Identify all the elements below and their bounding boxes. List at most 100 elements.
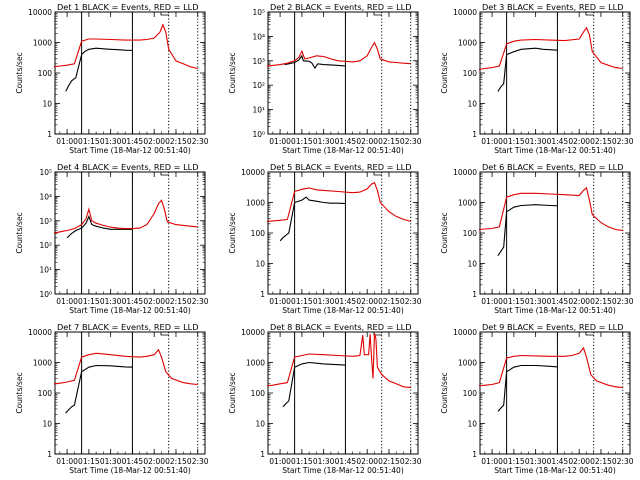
- chart-panel-1: Det 1 BLACK = Events, RED = LLD 1 10 100 100…: [15, 2, 209, 155]
- chart-panel-6: Det 6 BLACK = Events, RED = LLD 1 10 100 100…: [440, 162, 634, 315]
- y-tick-label: 10⁵: [252, 8, 265, 17]
- y-tick-label: 1000: [458, 359, 477, 368]
- chart-panel-3: Det 3 BLACK = Events, RED = LLD 1 10 100 100…: [440, 2, 634, 155]
- y-tick-label: 100: [463, 389, 478, 398]
- y-tick-label: 10000: [241, 168, 265, 177]
- y-tick-label: 10¹: [39, 266, 52, 275]
- series-line-events: [497, 364, 558, 412]
- y-tick-label: 10³: [252, 57, 265, 66]
- series-line-events: [65, 47, 133, 92]
- series-line-events: [65, 364, 133, 414]
- x-tick-label: 02:00: [356, 457, 378, 466]
- x-tick-label: 02:15: [590, 137, 612, 146]
- chart-panel-8: Det 8 BLACK = Events, RED = LLD 1 10 100 100…: [228, 322, 422, 475]
- x-tick-label: 01:15: [291, 137, 313, 146]
- x-axis-label: Start Time (18-Mar-12 00:51:40): [282, 146, 404, 155]
- y-axis-label: Counts/sec: [440, 372, 449, 413]
- x-tick-label: 02:00: [356, 137, 378, 146]
- y-tick-label: 10000: [28, 328, 52, 337]
- x-tick-label: 01:45: [122, 457, 144, 466]
- series-line-lld: [478, 346, 623, 389]
- chart-title: Det 5 BLACK = Events, RED = LLD: [270, 162, 412, 172]
- x-tick-label: 02:00: [568, 297, 590, 306]
- x-tick-label: 01:00: [481, 297, 503, 306]
- chart-title: Det 2 BLACK = Events, RED = LLD: [270, 2, 412, 12]
- x-tick-label: 01:15: [78, 137, 100, 146]
- x-tick-label: 02:30: [400, 297, 422, 306]
- y-tick-label: 10³: [39, 217, 52, 226]
- y-tick-label: 10: [255, 260, 265, 269]
- y-tick-label: 100: [463, 229, 478, 238]
- y-tick-label: 10: [467, 100, 477, 109]
- y-tick-label: 1: [260, 450, 265, 459]
- x-tick-label: 01:15: [503, 457, 525, 466]
- plot-frame: [267, 171, 419, 295]
- y-axis-label: Counts/sec: [228, 372, 237, 413]
- x-axis-label: Start Time (18-Mar-12 00:51:40): [69, 146, 191, 155]
- series-line-events: [497, 47, 558, 92]
- y-tick-label: 1: [260, 290, 265, 299]
- series-line-events: [497, 204, 558, 257]
- plot-frame: [479, 171, 631, 295]
- chart-title: Det 4 BLACK = Events, RED = LLD: [57, 162, 199, 172]
- chart-panel-7: Det 7 BLACK = Events, RED = LLD 1 10 100 100…: [15, 322, 209, 475]
- chart-title: Det 1 BLACK = Events, RED = LLD: [57, 2, 199, 12]
- x-tick-label: 01:00: [56, 137, 78, 146]
- y-tick-label: 1: [472, 450, 477, 459]
- x-tick-label: 02:30: [612, 297, 634, 306]
- y-tick-label: 100: [38, 389, 53, 398]
- x-axis-label: Start Time (18-Mar-12 00:51:40): [69, 306, 191, 315]
- x-tick-label: 01:30: [313, 137, 335, 146]
- x-axis-label: Start Time (18-Mar-12 00:51:40): [494, 306, 616, 315]
- x-tick-label: 01:30: [313, 297, 335, 306]
- series-line-lld: [53, 348, 198, 386]
- x-tick-label: 01:15: [291, 457, 313, 466]
- x-axis-label: Start Time (18-Mar-12 00:51:40): [282, 466, 404, 475]
- y-tick-label: 10²: [252, 81, 265, 90]
- y-axis-label: Counts/sec: [15, 52, 24, 93]
- x-axis-label: Start Time (18-Mar-12 00:51:40): [494, 146, 616, 155]
- y-tick-label: 1: [47, 130, 52, 139]
- x-axis-label: Start Time (18-Mar-12 00:51:40): [494, 466, 616, 475]
- x-tick-label: 01:45: [335, 457, 357, 466]
- y-tick-label: 10²: [39, 241, 52, 250]
- y-axis-label: Counts/sec: [15, 212, 24, 253]
- chart-title: Det 3 BLACK = Events, RED = LLD: [482, 2, 624, 12]
- plot-frame: [479, 11, 631, 135]
- x-tick-label: 02:00: [143, 297, 165, 306]
- y-tick-label: 1000: [33, 359, 52, 368]
- title-marker: [160, 172, 169, 176]
- title-marker: [160, 332, 169, 336]
- series-line-lld: [478, 186, 623, 232]
- series-line-lld: [53, 23, 198, 70]
- x-tick-label: 02:15: [378, 297, 400, 306]
- y-tick-label: 1: [472, 290, 477, 299]
- series-line-lld: [266, 41, 411, 67]
- x-tick-label: 01:00: [56, 457, 78, 466]
- y-tick-label: 10000: [241, 328, 265, 337]
- y-tick-label: 100: [251, 389, 266, 398]
- y-tick-label: 1000: [458, 39, 477, 48]
- title-marker: [373, 12, 382, 16]
- x-tick-label: 01:15: [78, 297, 100, 306]
- plot-frame: [54, 171, 206, 295]
- y-tick-label: 10: [42, 420, 52, 429]
- chart-title: Det 6 BLACK = Events, RED = LLD: [482, 162, 624, 172]
- x-tick-label: 01:30: [100, 457, 122, 466]
- title-marker: [585, 172, 594, 176]
- x-tick-label: 02:00: [143, 457, 165, 466]
- y-tick-label: 10: [42, 100, 52, 109]
- chart-panel-4: Det 4 BLACK = Events, RED = LLD 10⁰ 10¹ 10²…: [15, 162, 209, 315]
- x-tick-label: 01:00: [269, 297, 291, 306]
- y-axis-label: Counts/sec: [15, 372, 24, 413]
- chart-panel-5: Det 5 BLACK = Events, RED = LLD 1 10 100 100…: [228, 162, 422, 315]
- chart-title: Det 9 BLACK = Events, RED = LLD: [482, 322, 624, 332]
- y-tick-label: 10000: [28, 8, 52, 17]
- series-line-events: [282, 361, 346, 408]
- x-tick-label: 01:30: [100, 297, 122, 306]
- x-tick-label: 01:45: [122, 137, 144, 146]
- series-line-events: [284, 54, 346, 70]
- y-tick-label: 10⁰: [252, 130, 265, 139]
- x-tick-label: 01:45: [122, 297, 144, 306]
- x-tick-label: 02:00: [568, 457, 590, 466]
